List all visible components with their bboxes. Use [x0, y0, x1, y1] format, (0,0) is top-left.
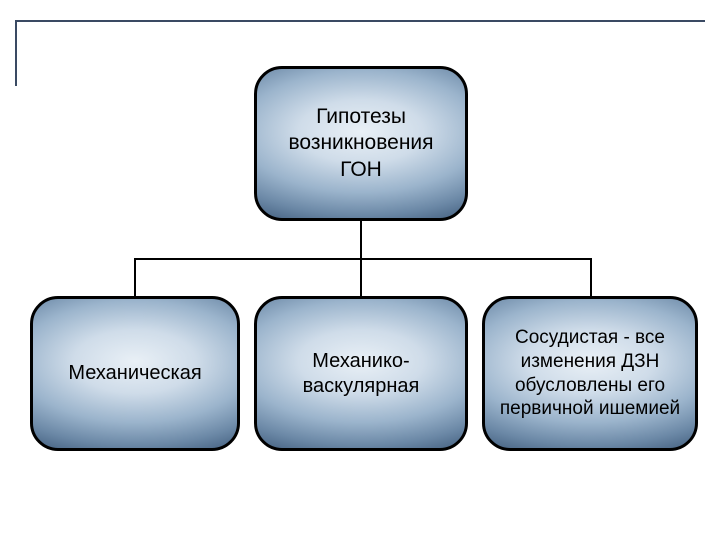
node-child-3: Сосудистая - все изменения ДЗН обусловле… — [482, 296, 698, 451]
node-child-3-label: Сосудистая - все изменения ДЗН обусловле… — [495, 326, 685, 421]
node-child-1-label: Механическая — [68, 361, 201, 386]
connector-drop-left — [134, 258, 136, 296]
connector-root-stub — [360, 221, 362, 260]
node-child-1: Механическая — [30, 296, 240, 451]
node-root-label: Гипотезы возникновения ГОН — [267, 104, 455, 183]
node-child-2: Механико-васкулярная — [254, 296, 468, 451]
connector-drop-right — [590, 258, 592, 296]
node-child-2-label: Механико-васкулярная — [267, 349, 455, 399]
node-root: Гипотезы возникновения ГОН — [254, 66, 468, 221]
connector-h-bar — [134, 258, 592, 260]
connector-drop-mid — [360, 258, 362, 296]
